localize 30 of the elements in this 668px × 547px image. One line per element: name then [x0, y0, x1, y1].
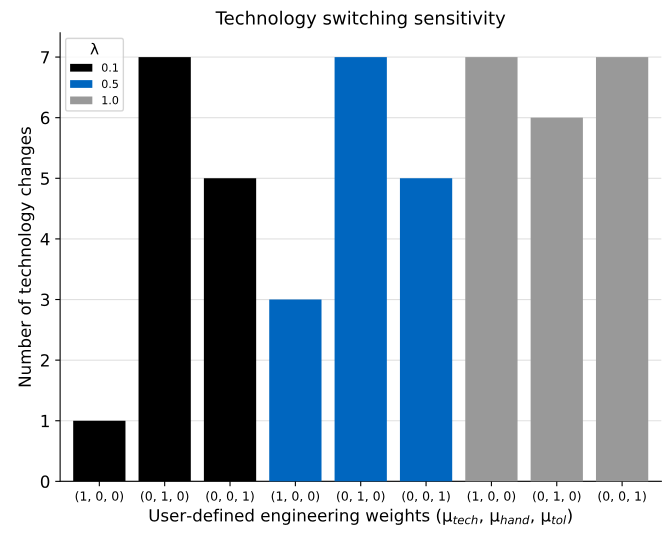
y-tick-label: 5: [41, 172, 49, 185]
y-tick-label: 4: [40, 233, 50, 246]
y-tick-label: 2: [41, 354, 49, 366]
legend-label: 0.5: [102, 80, 118, 88]
x-tick-label: (0, 1, 0): [337, 491, 384, 502]
x-tick-label: (0, 0, 1): [206, 491, 254, 502]
y-tick-label: 0: [40, 475, 50, 488]
y-tick-label: 7: [41, 51, 49, 64]
x-tick-label: (1, 0, 0): [76, 491, 124, 502]
y-axis-title: Number of technology changes: [18, 127, 34, 386]
x-tick-label: (0, 1, 0): [533, 491, 580, 502]
legend-title: λ: [90, 42, 99, 54]
y-tick-label: 6: [40, 112, 50, 124]
bar: [334, 57, 387, 482]
bar: [530, 118, 583, 482]
chart-title: Technology switching sensitivity: [216, 10, 506, 28]
x-tick-label: (1, 0, 0): [468, 491, 516, 502]
x-tick-label: (0, 1, 0): [141, 491, 188, 502]
x-axis-title: User-defined engineering weights (μ$_{tech}$, μ$_{hand}$, μ$_{tol}$): [150, 508, 572, 525]
x-tick-label: (1, 0, 0): [272, 491, 320, 502]
y-tick-label: 3: [41, 293, 50, 306]
bar: [596, 57, 648, 482]
legend-label: 0.1: [102, 63, 118, 72]
bar: [269, 300, 322, 482]
bar: [400, 178, 452, 482]
x-tick-label: (0, 0, 1): [402, 491, 450, 502]
legend-label: 1.0: [102, 96, 118, 104]
bar: [465, 57, 518, 482]
y-tick-label: 1: [42, 414, 49, 428]
x-tick-label: (0, 0, 1): [598, 491, 646, 502]
